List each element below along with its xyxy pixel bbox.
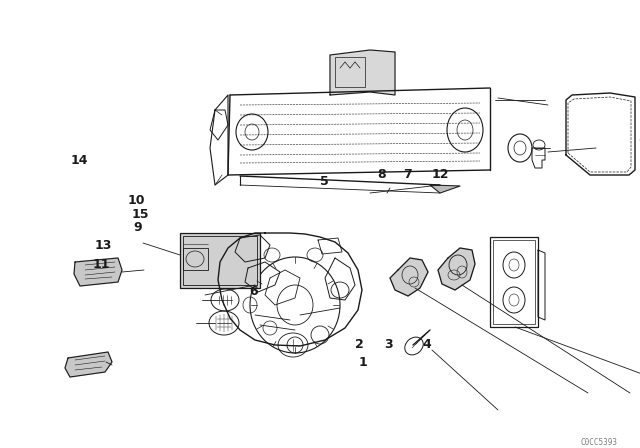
Text: 1: 1 — [358, 356, 367, 370]
Text: C0CC5393: C0CC5393 — [580, 438, 618, 447]
Bar — [183, 248, 208, 270]
Polygon shape — [390, 258, 428, 296]
Text: 8: 8 — [378, 168, 386, 181]
Text: 5: 5 — [320, 175, 329, 188]
Text: 15: 15 — [132, 207, 149, 221]
Text: 3: 3 — [384, 338, 392, 352]
Bar — [183, 236, 257, 285]
Text: 9: 9 — [133, 221, 141, 234]
Bar — [335, 57, 365, 87]
Polygon shape — [430, 185, 460, 193]
Text: 12: 12 — [432, 168, 449, 181]
Bar — [490, 237, 538, 327]
Polygon shape — [438, 248, 475, 290]
Text: 4: 4 — [422, 338, 431, 352]
Bar — [180, 233, 260, 288]
Text: 13: 13 — [95, 239, 112, 252]
Text: 2: 2 — [355, 338, 364, 352]
Text: 6: 6 — [250, 284, 258, 298]
Text: 10: 10 — [128, 194, 145, 207]
Polygon shape — [330, 50, 395, 95]
Polygon shape — [65, 352, 112, 377]
Polygon shape — [74, 258, 122, 286]
Text: 14: 14 — [70, 154, 88, 167]
Text: 11: 11 — [93, 258, 110, 271]
Text: 7: 7 — [403, 168, 412, 181]
Bar — [493, 240, 535, 324]
